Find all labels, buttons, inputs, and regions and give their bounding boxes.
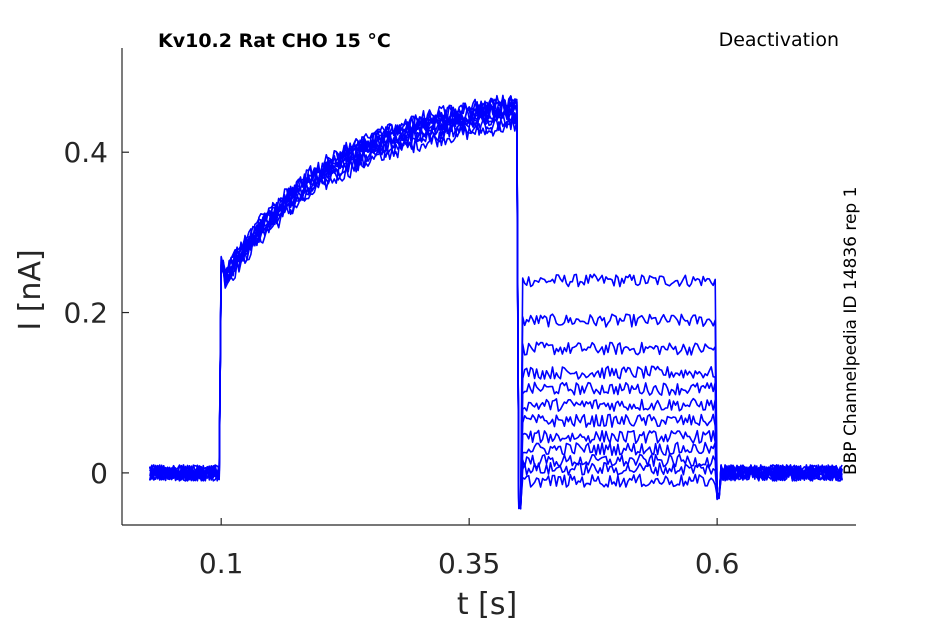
current-trace-5 bbox=[150, 96, 842, 504]
current-trace-2 bbox=[150, 120, 842, 508]
x-tick-label: 0.6 bbox=[695, 547, 740, 580]
current-trace-4 bbox=[150, 112, 842, 509]
y-ticks: 0 0.2 0.4 bbox=[63, 136, 129, 490]
y-tick-label: 0.4 bbox=[63, 136, 108, 169]
chart-title: Kv10.2 Rat CHO 15 °C bbox=[158, 30, 391, 52]
y-tick-label: 0 bbox=[90, 457, 108, 490]
current-trace-11 bbox=[150, 95, 842, 508]
y-axis-label: I [nA] bbox=[13, 249, 48, 330]
x-axis-label: t [s] bbox=[457, 587, 517, 622]
x-ticks: 0.1 0.35 0.6 bbox=[199, 518, 739, 580]
current-trace-9 bbox=[150, 109, 842, 507]
trace-group bbox=[150, 95, 842, 508]
channelpedia-id-label: BBP Channelpedia ID 14836 rep 1 bbox=[841, 187, 861, 475]
current-trace-10 bbox=[150, 106, 842, 507]
current-trace-3 bbox=[150, 111, 842, 507]
current-trace-12 bbox=[150, 102, 842, 504]
current-trace-8 bbox=[150, 96, 842, 507]
y-tick-label: 0.2 bbox=[63, 297, 108, 330]
current-trace-6 bbox=[150, 114, 842, 508]
current-trace-7 bbox=[150, 100, 842, 508]
x-tick-label: 0.35 bbox=[438, 547, 500, 580]
current-trace-1 bbox=[150, 102, 842, 505]
protocol-label: Deactivation bbox=[719, 29, 839, 51]
x-tick-label: 0.1 bbox=[199, 547, 244, 580]
